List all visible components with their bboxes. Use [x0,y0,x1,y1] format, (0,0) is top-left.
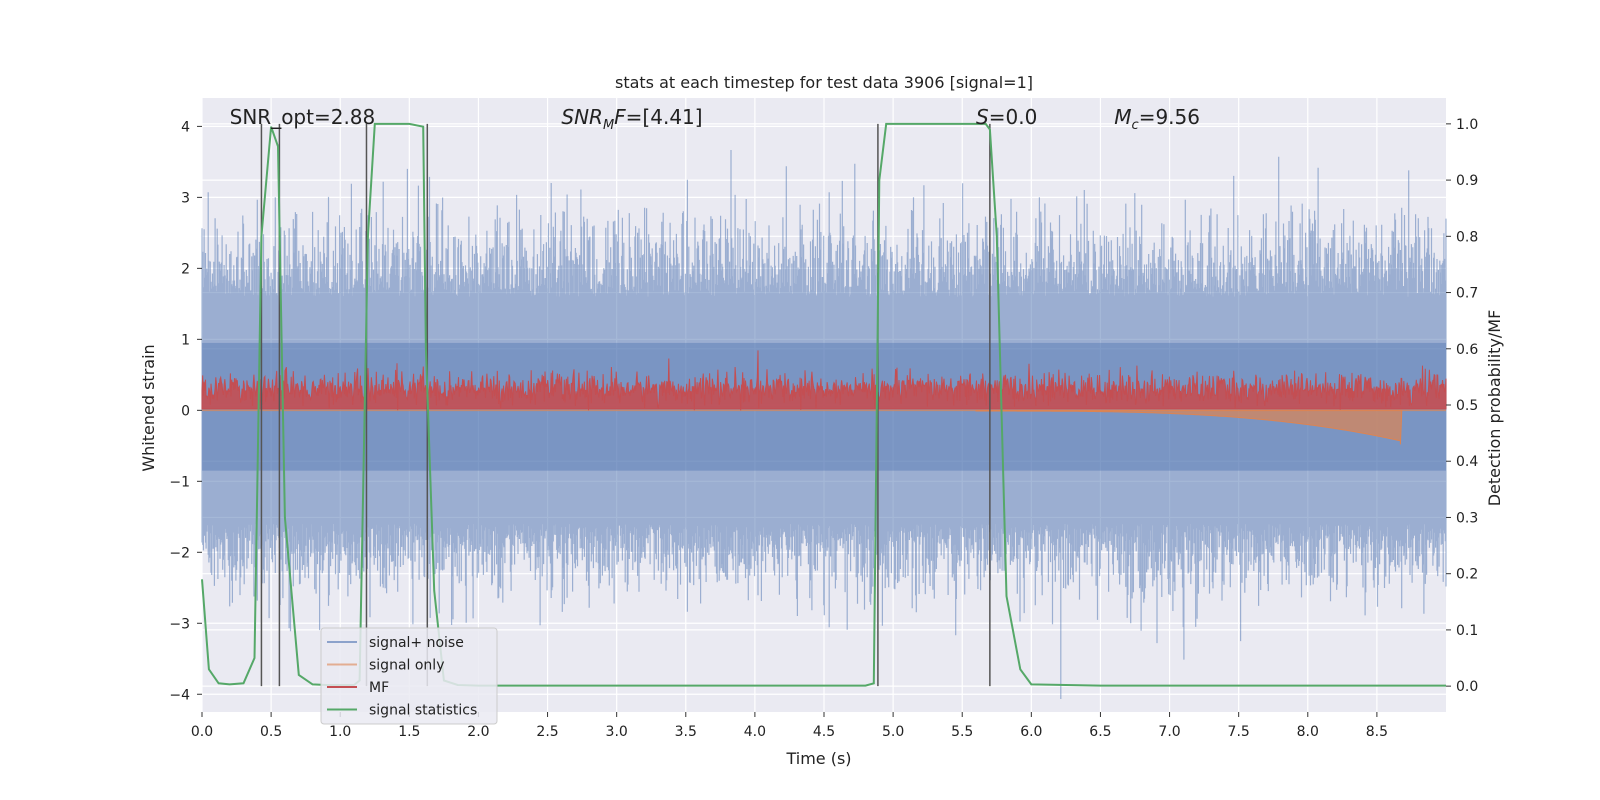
y-left-tick-label: 2 [181,261,190,277]
x-tick-label: 6.5 [1089,724,1111,740]
y-axis-left-label: Whitened strain [139,344,158,471]
x-tick-label: 1.5 [398,724,420,740]
y-left-tick-label: 0 [181,403,190,419]
x-axis-ticks: 0.0 0.5 1.0 1.5 2.0 2.5 3.0 3.5 4.0 4.5 5.0 5.5 6.0 6… [191,712,1388,740]
x-tick-label: 5.0 [882,724,904,740]
x-tick-label: 1.0 [329,724,351,740]
y-left-tick-label: −1 [169,474,190,490]
y-right-tick-label: 0.4 [1456,454,1478,470]
x-tick-label: 6.0 [1020,724,1042,740]
x-tick-label: 4.5 [813,724,835,740]
y-axis-left-ticks: −4 −3 −2 −1 0 1 2 3 4 [169,119,202,703]
annotation: Mc=9.56 [1114,105,1200,133]
x-tick-label: 4.0 [744,724,766,740]
x-tick-label: 2.5 [536,724,558,740]
x-tick-label: 3.5 [675,724,697,740]
annotation: SNRMF=[4.41] [561,105,702,133]
y-right-tick-label: 0.0 [1456,679,1478,695]
legend-box [320,627,498,725]
x-tick-label: 7.0 [1158,724,1180,740]
x-axis-label: Time (s) [785,749,851,768]
signal-statistics-line [201,122,1446,687]
x-tick-label: 8.5 [1366,724,1388,740]
x-tick-label: 0.0 [191,724,213,740]
y-right-tick-label: 0.5 [1456,398,1478,414]
y-axis-right-ticks: 0.0 0.1 0.2 0.3 0.4 0.5 0.6 0.7 0.8 0.9 1.0 [1446,117,1478,695]
x-tick-label: 3.0 [606,724,628,740]
y-right-tick-label: 0.7 [1456,286,1478,302]
series-mf [201,350,1447,411]
y-axis-right-label: Detection probability/MF [1485,310,1504,507]
y-left-tick-label: 1 [181,332,190,348]
y-right-tick-label: 0.3 [1456,510,1478,526]
annotations: SNR_opt=2.88 SNRMF=[4.41] S=0.0 Mc=9.56 [230,105,1200,133]
legend-label: signal only [369,658,444,674]
legend-label: MF [369,680,389,696]
series-signal-only [202,409,1446,445]
y-right-tick-label: 0.8 [1456,229,1478,245]
y-right-tick-label: 0.1 [1456,623,1478,639]
y-right-tick-label: 0.6 [1456,342,1478,358]
y-right-tick-label: 0.2 [1456,567,1478,583]
y-left-tick-label: −3 [169,616,190,632]
y-right-tick-label: 0.9 [1456,173,1478,189]
x-tick-label: 8.0 [1297,724,1319,740]
x-tick-label: 7.5 [1228,724,1250,740]
signal-only-trace [975,409,1403,445]
chart-title: stats at each timestep for test data 390… [615,73,1033,92]
annotation: S=0.0 [976,105,1037,129]
legend: signal+ noise signal only MF signal statist… [320,627,498,725]
legend-label: signal+ noise [369,635,464,651]
y-left-tick-label: −4 [169,687,190,703]
x-tick-label: 0.5 [260,724,282,740]
mf-trace [201,350,1447,411]
y-left-tick-label: −2 [169,545,190,561]
annotation: SNR_opt=2.88 [230,105,376,129]
x-tick-label: 2.0 [467,724,489,740]
y-right-tick-label: 1.0 [1456,117,1478,133]
legend-label: signal statistics [369,703,477,719]
series-signal-statistics [201,122,1446,687]
y-left-tick-label: 4 [181,119,190,135]
x-tick-label: 5.5 [951,724,973,740]
y-left-tick-label: 3 [181,190,190,206]
